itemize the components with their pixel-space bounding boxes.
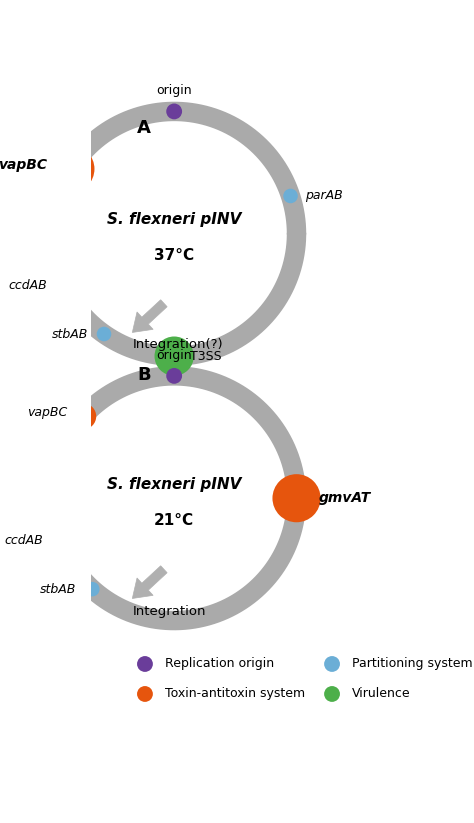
Text: ccdAB: ccdAB: [9, 279, 47, 292]
Text: vapBC: vapBC: [0, 158, 47, 172]
Point: [328, 687, 336, 700]
Text: Integration(?): Integration(?): [132, 338, 223, 351]
Point: [89, 583, 96, 596]
Point: [80, 410, 87, 423]
FancyArrow shape: [132, 565, 167, 598]
Point: [170, 105, 178, 118]
Text: S. flexneri pINV: S. flexneri pINV: [107, 212, 241, 227]
Point: [55, 533, 63, 546]
Text: vapBC: vapBC: [27, 406, 67, 419]
FancyArrow shape: [132, 300, 167, 332]
Point: [141, 687, 149, 700]
Text: Replication origin: Replication origin: [164, 658, 274, 671]
Text: 21°C: 21°C: [154, 513, 194, 528]
Point: [170, 370, 178, 383]
Text: parAB: parAB: [305, 189, 343, 202]
Point: [170, 350, 178, 363]
Text: Virulence: Virulence: [352, 687, 410, 700]
Text: Toxin-antitoxin system: Toxin-antitoxin system: [164, 687, 305, 700]
Text: Partitioning system: Partitioning system: [352, 658, 473, 671]
Point: [100, 328, 108, 341]
Text: stbAB: stbAB: [52, 328, 88, 341]
Point: [293, 491, 301, 504]
Text: B: B: [137, 366, 151, 384]
Text: S. flexneri pINV: S. flexneri pINV: [107, 477, 241, 491]
Text: T3SS: T3SS: [190, 350, 221, 363]
Point: [67, 162, 74, 175]
Point: [328, 658, 336, 671]
Text: stbAB: stbAB: [40, 583, 76, 596]
Text: Integration: Integration: [132, 605, 206, 618]
Text: ccdAB: ccdAB: [5, 533, 44, 546]
Point: [287, 189, 294, 202]
Text: gmvAT: gmvAT: [319, 491, 371, 505]
Text: 37°C: 37°C: [154, 249, 194, 263]
Point: [59, 279, 67, 292]
Text: origin: origin: [156, 84, 192, 97]
Text: origin: origin: [156, 349, 192, 361]
Text: A: A: [137, 119, 151, 137]
Point: [141, 658, 149, 671]
